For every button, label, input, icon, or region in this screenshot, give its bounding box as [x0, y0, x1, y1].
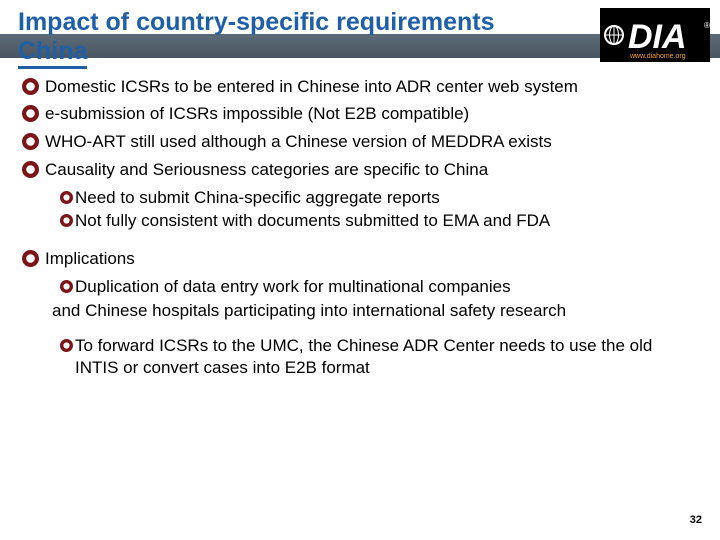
logo-subtext: www.diahome.org: [629, 53, 686, 60]
bullet-text: Not fully consistent with documents subm…: [75, 210, 550, 232]
slide-content: Domestic ICSRs to be entered in Chinese …: [0, 66, 720, 379]
bullet-level1: Implications: [22, 248, 698, 270]
dia-logo: DIA ® www.diahome.org: [600, 8, 710, 62]
spacer: [22, 234, 698, 248]
bullet-level1: e-submission of ICSRs impossible (Not E2…: [22, 103, 698, 125]
bullet-text: Causality and Seriousness categories are…: [45, 159, 488, 181]
bullet-text: Implications: [45, 248, 135, 270]
ring-bullet-icon: [60, 339, 73, 352]
bullet-text: Duplication of data entry work for multi…: [75, 276, 511, 298]
ring-bullet-icon: [60, 191, 73, 204]
page-number: 32: [690, 514, 702, 526]
bullet-continuation: and Chinese hospitals participating into…: [52, 300, 698, 322]
bullet-level2: To forward ICSRs to the UMC, the Chinese…: [60, 335, 698, 379]
ring-bullet-icon: [22, 161, 39, 178]
bullet-level2: Duplication of data entry work for multi…: [60, 276, 698, 298]
title-line2: China: [18, 37, 87, 69]
bullet-level2: Not fully consistent with documents subm…: [60, 210, 698, 232]
bullet-level2: Need to submit China-specific aggregate …: [60, 187, 698, 209]
ring-bullet-icon: [60, 280, 73, 293]
bullet-text: WHO-ART still used although a Chinese ve…: [45, 131, 552, 153]
slide: DIA ® www.diahome.org Impact of country-…: [0, 0, 720, 540]
svg-text:®: ®: [704, 21, 710, 30]
spacer: [22, 321, 698, 335]
ring-bullet-icon: [22, 78, 39, 95]
bullet-text: Domestic ICSRs to be entered in Chinese …: [45, 76, 578, 98]
bullet-level1: WHO-ART still used although a Chinese ve…: [22, 131, 698, 153]
svg-text:DIA: DIA: [628, 18, 687, 56]
bullet-level1: Domestic ICSRs to be entered in Chinese …: [22, 76, 698, 98]
bullet-text: Need to submit China-specific aggregate …: [75, 187, 440, 209]
bullet-text: e-submission of ICSRs impossible (Not E2…: [45, 103, 469, 125]
ring-bullet-icon: [22, 250, 39, 267]
dia-logo-svg: DIA ® www.diahome.org: [600, 8, 710, 62]
bullet-text: To forward ICSRs to the UMC, the Chinese…: [75, 335, 698, 379]
ring-bullet-icon: [22, 133, 39, 150]
ring-bullet-icon: [22, 105, 39, 122]
title-line1: Impact of country-specific requirements: [18, 8, 495, 36]
ring-bullet-icon: [60, 214, 73, 227]
bullet-level1: Causality and Seriousness categories are…: [22, 159, 698, 181]
